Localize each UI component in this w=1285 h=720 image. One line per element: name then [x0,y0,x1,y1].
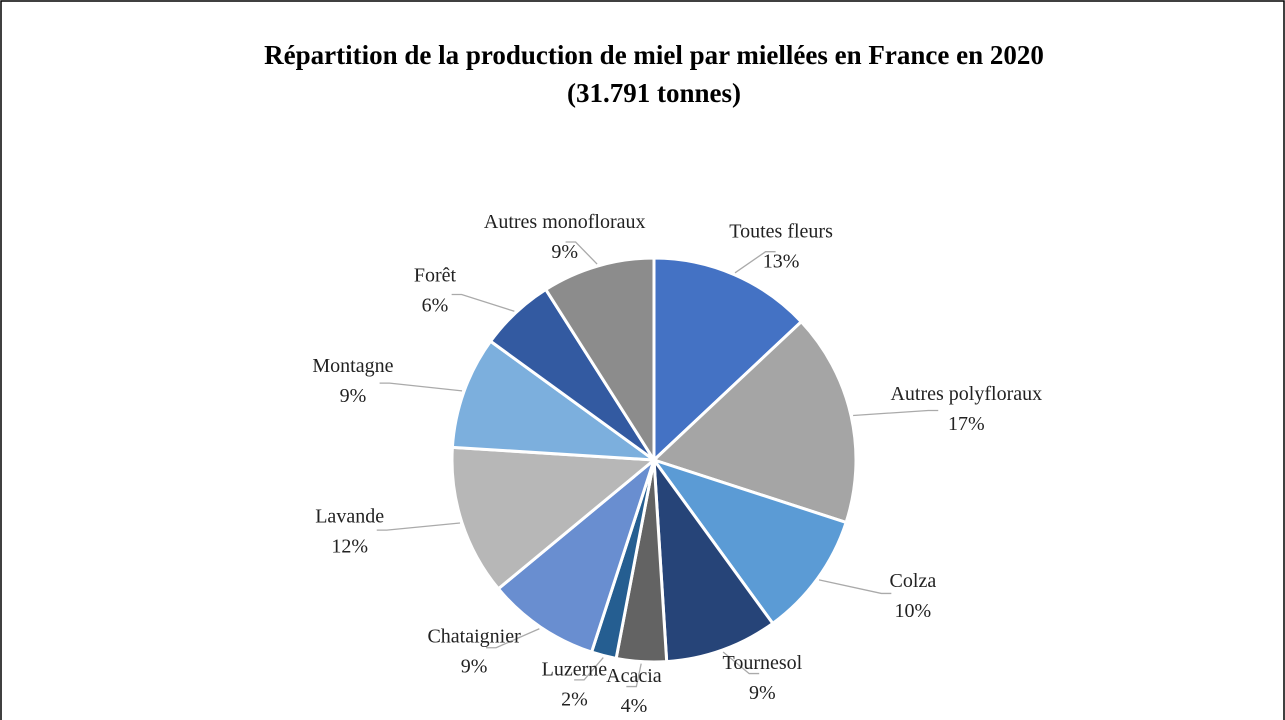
category-label: Lavande [315,505,384,527]
value-label: 10% [895,600,932,622]
leader-line [734,251,776,274]
value-label: 9% [551,241,578,263]
value-label: 12% [331,535,368,557]
value-label: 9% [461,655,488,677]
category-label: Luzerne [542,658,608,680]
leader-line [376,522,461,531]
pie-slice [651,319,858,525]
pie-slice [450,445,658,591]
value-label: 13% [763,251,800,273]
category-label: Autres monofloraux [484,211,646,233]
leader-line [722,651,760,675]
chart-subtitle: (31.791 tonnes) [567,78,741,108]
category-label: Montagne [312,355,393,377]
category-label: Acacia [606,665,662,687]
leader-line [853,409,939,417]
pie-slice [450,339,660,462]
pie-slice [652,454,775,664]
category-label: Toutes fleurs [729,221,833,243]
pie-slice [652,256,804,464]
value-label: 17% [948,413,985,435]
value-label: 6% [422,294,449,316]
leader-line [379,382,463,392]
leader-line [626,663,642,688]
leader-line [818,579,892,595]
value-label: 4% [621,695,648,717]
value-label: 9% [340,385,367,407]
leader-line [451,293,515,312]
category-label: Tournesol [723,652,803,674]
leader-line [565,241,598,265]
category-label: Autres polyfloraux [890,383,1042,405]
category-label: Chataignier [427,625,521,647]
category-label: Colza [890,570,937,592]
value-label: 2% [561,688,588,710]
leader-line [574,657,604,681]
chart-title: Répartition de la production de miel par… [264,40,1044,70]
pie-slice [496,455,658,655]
pie-slice [543,256,656,466]
pie-slice [650,457,849,626]
value-label: 9% [749,682,776,704]
category-label: Forêt [414,264,457,286]
leader-line [486,628,540,649]
